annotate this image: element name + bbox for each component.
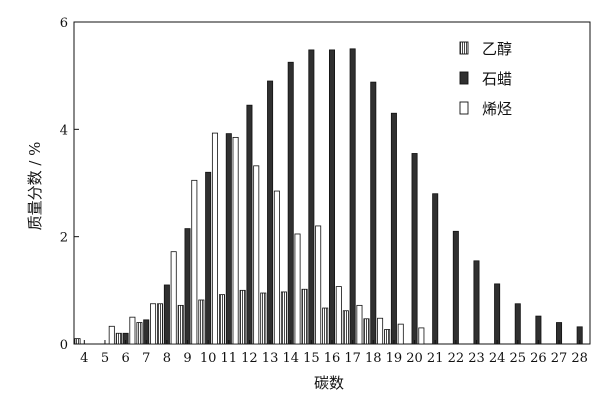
y-tick-label: 0: [60, 338, 68, 353]
bar-hatched-15: [301, 288, 308, 345]
bar-white-9: [191, 179, 198, 345]
bar-dark-12: [246, 104, 253, 345]
bar-white-18: [377, 317, 384, 345]
bar-white-17: [356, 304, 363, 345]
bar-hatched-7: [136, 322, 143, 345]
bar-hatched-19: [384, 329, 391, 345]
y-axis-title: 质量分数 / %: [26, 142, 44, 231]
bar-dark-19: [390, 112, 397, 345]
x-tick-label: 8: [163, 351, 171, 366]
bar-hatched-12: [239, 289, 246, 345]
bars-group: [74, 48, 583, 345]
bar-white-14: [294, 233, 301, 345]
x-tick-label: 27: [551, 351, 568, 366]
y-tick-label: 4: [60, 123, 68, 138]
bar-dark-18: [370, 81, 377, 345]
legend-swatch-white: [459, 101, 469, 115]
x-tick-label: 28: [571, 351, 588, 366]
bar-dark-11: [225, 133, 232, 345]
x-tick-label: 7: [142, 351, 150, 366]
bar-dark-16: [328, 49, 335, 345]
legend-label: 乙醇: [482, 40, 512, 58]
bar-white-8: [170, 251, 177, 345]
y-tick-label: 6: [60, 16, 68, 31]
x-axis-ticks: 4 5 6 7 8 9 10 11 12 13 14 15 16 17 18 19 20 21 22 23 24 25 26…: [80, 340, 588, 366]
bar-dark-17: [349, 48, 356, 345]
bar-hatched-9: [177, 304, 184, 345]
legend-swatch-dark: [459, 71, 469, 85]
x-tick-label: 5: [101, 351, 109, 366]
bar-hatched-4: [74, 338, 81, 345]
bar-dark-22: [452, 230, 459, 345]
bar-dark-14: [287, 61, 294, 345]
bar-white-13: [273, 190, 280, 345]
legend-label: 烯烃: [482, 100, 512, 118]
bar-white-5: [108, 325, 115, 345]
bar-dark-25: [514, 303, 521, 345]
bar-dark-10: [205, 171, 212, 345]
bar-dark-20: [411, 153, 418, 345]
x-tick-label: 20: [406, 351, 423, 366]
bar-white-20: [418, 327, 425, 345]
x-tick-label: 10: [200, 351, 217, 366]
bar-hatched-6: [115, 332, 122, 345]
x-tick-label: 18: [365, 351, 382, 366]
bar-white-7: [150, 303, 157, 345]
x-tick-label: 6: [121, 351, 129, 366]
bar-white-10: [211, 132, 218, 345]
x-tick-label: 24: [489, 351, 506, 366]
bar-white-6: [129, 316, 136, 345]
bar-dark-24: [494, 283, 501, 345]
bar-hatched-13: [260, 292, 267, 345]
x-tick-label: 17: [344, 351, 361, 366]
x-tick-label: 4: [80, 351, 88, 366]
x-tick-label: 14: [282, 351, 299, 366]
bar-white-12: [253, 165, 260, 345]
bar-dark-13: [267, 80, 274, 345]
bar-white-16: [335, 286, 342, 345]
bar-white-19: [397, 323, 404, 345]
x-tick-label: 15: [303, 351, 320, 366]
x-tick-label: 9: [183, 351, 191, 366]
x-tick-label: 23: [468, 351, 485, 366]
legend-swatch-hatched: [459, 41, 469, 55]
legend-label: 石蜡: [482, 70, 512, 88]
bar-dark-9: [184, 228, 191, 345]
bar-dark-15: [308, 49, 315, 345]
y-tick-label: 2: [60, 231, 68, 246]
bar-dark-8: [163, 284, 170, 345]
x-tick-label: 26: [530, 351, 547, 366]
x-axis-title: 碳数: [314, 374, 344, 392]
bar-dark-26: [535, 315, 542, 345]
x-tick-label: 12: [241, 351, 258, 366]
bar-dark-21: [432, 193, 439, 345]
x-tick-label: 22: [448, 351, 465, 366]
x-tick-label: 16: [324, 351, 341, 366]
bar-hatched-8: [157, 303, 164, 345]
x-tick-label: 13: [262, 351, 279, 366]
bar-hatched-18: [363, 318, 370, 345]
x-tick-label: 19: [386, 351, 403, 366]
x-tick-label: 11: [221, 351, 238, 366]
bar-hatched-11: [218, 294, 225, 345]
x-tick-label: 25: [509, 351, 526, 366]
bar-hatched-14: [280, 291, 287, 345]
bar-dark-23: [473, 260, 480, 345]
bar-white-15: [315, 225, 322, 345]
bar-white-11: [232, 136, 239, 345]
bar-hatched-17: [342, 310, 349, 345]
y-axis-ticks: 0 2 4 6: [60, 16, 79, 353]
x-tick-label: 21: [427, 351, 444, 366]
bar-hatched-10: [198, 299, 205, 345]
bar-hatched-16: [322, 307, 329, 345]
